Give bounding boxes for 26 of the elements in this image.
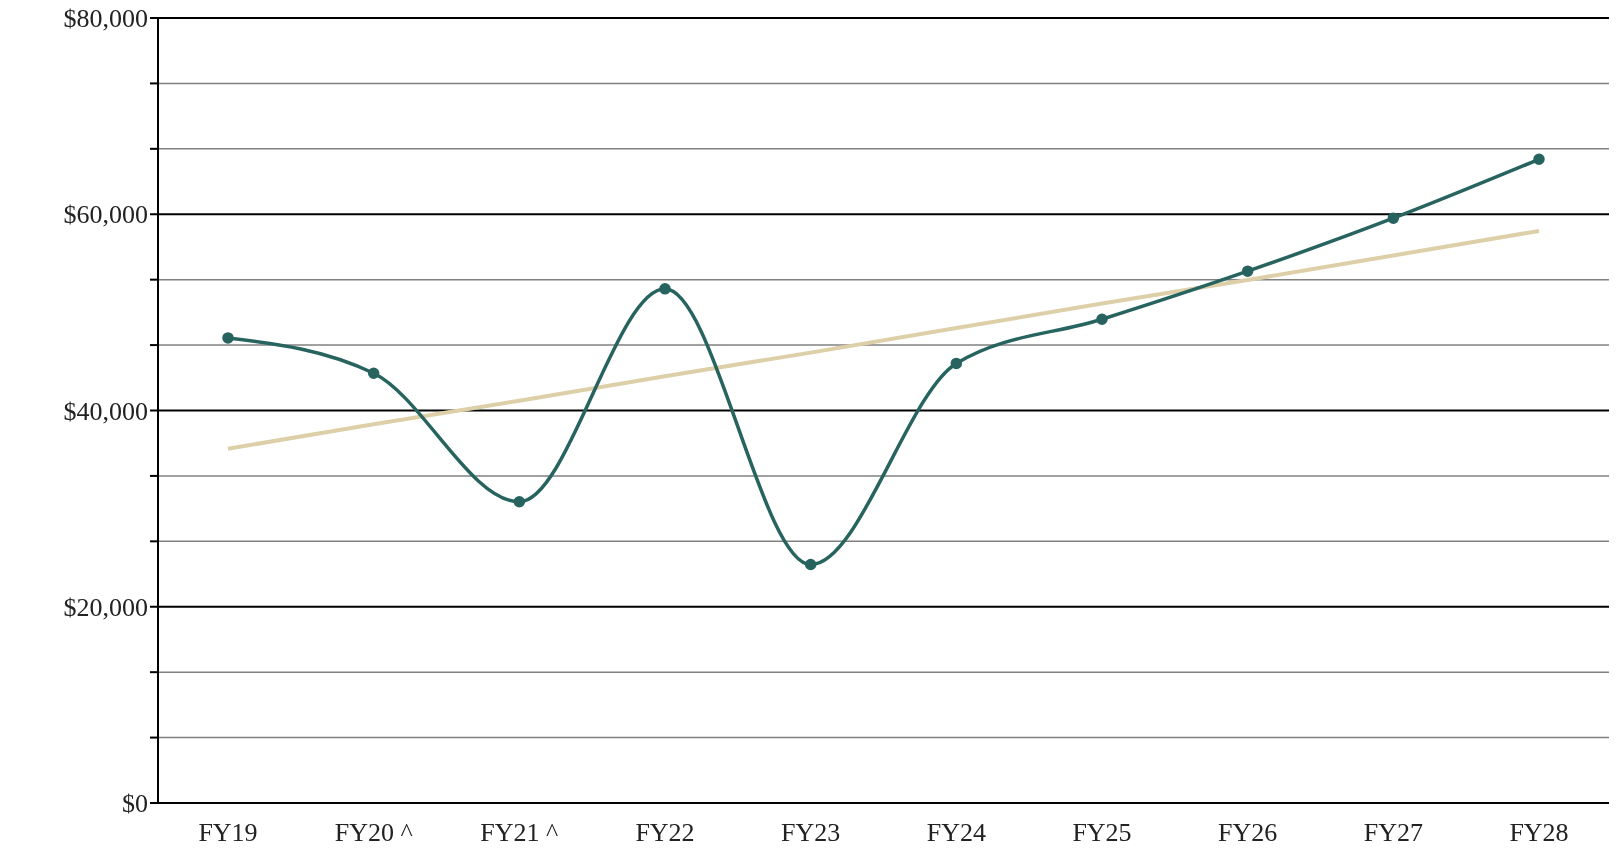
point <box>659 283 671 295</box>
x-tick-label: FY21 ^ <box>480 818 559 848</box>
point <box>222 332 234 344</box>
y-tick-label: $20,000 <box>63 592 148 622</box>
x-tick-label: FY27 <box>1363 818 1423 848</box>
x-tick-label: FY26 <box>1218 818 1278 848</box>
point <box>950 357 963 370</box>
point <box>367 367 380 379</box>
point <box>1096 313 1108 325</box>
y-tick-label: $40,000 <box>63 396 148 426</box>
x-tick-label: FY19 <box>198 818 258 848</box>
point <box>1533 153 1545 166</box>
point <box>1241 265 1254 277</box>
point <box>513 496 526 508</box>
x-tick-label: FY23 <box>781 818 841 848</box>
point <box>1387 212 1400 224</box>
y-tick-label: $0 <box>122 789 148 819</box>
x-tick-label: FY25 <box>1072 818 1132 848</box>
x-tick-label: FY28 <box>1509 818 1569 848</box>
x-tick-label: FY24 <box>926 818 986 848</box>
point <box>804 558 817 571</box>
x-tick-label: FY20 ^ <box>334 818 413 848</box>
y-tick-label: $80,000 <box>63 4 148 34</box>
x-tick-label: FY22 <box>635 818 695 848</box>
line-series <box>226 228 1541 451</box>
y-tick-label: $60,000 <box>63 200 148 230</box>
